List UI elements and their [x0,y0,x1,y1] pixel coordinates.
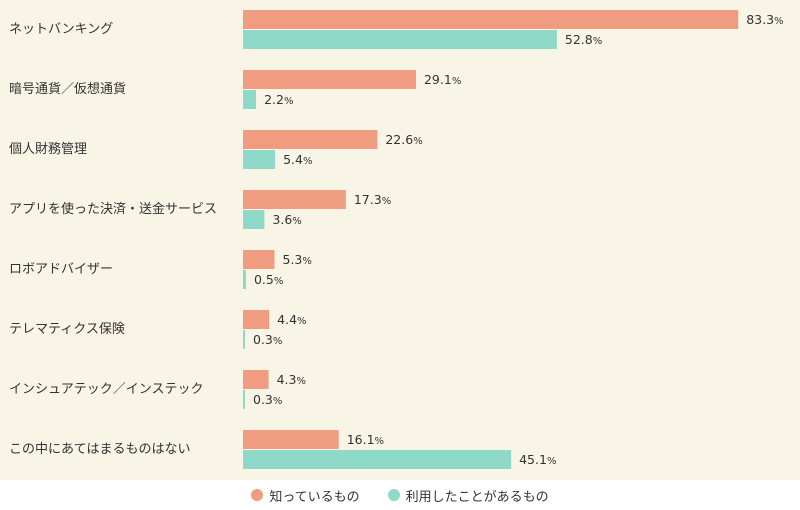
value-label: 4.4% [277,312,306,327]
value-label: 5.3% [283,252,312,267]
bar-known [243,250,275,269]
legend-dot-used [387,489,400,501]
value-label: 16.1% [347,432,384,447]
legend-item-known: 知っているもの [251,486,360,505]
legend-label-known: 知っているもの [269,489,360,505]
bar-known [243,70,416,89]
bar-used [243,450,512,469]
category-label: 個人財務管理 [9,142,87,157]
value-label: 17.3% [354,192,391,207]
bar-used [243,210,265,229]
value-label: 4.3% [277,372,306,387]
category-label: この中にあてはまるものはない [9,442,190,457]
legend-label-used: 利用したことがあるもの [405,489,549,505]
value-label: 3.6% [272,212,301,227]
bar-known [243,310,270,329]
bar-used [243,30,557,49]
category-label: テレマティクス保険 [9,322,125,337]
legend-item-used: 利用したことがあるもの [387,486,549,505]
legend-dot-known [251,489,264,501]
category-label: ロボアドバイザー [9,262,113,277]
bar-known [243,190,346,209]
bar-used [243,150,276,169]
category-label: インシュアテック／インステック [9,382,203,397]
value-label: 2.2% [264,92,293,107]
bar-used [243,330,245,349]
value-label: 83.3% [746,12,783,27]
bar-chart: ネットバンキング 83.3% 52.8% 暗号通貨／仮想通貨 29.1% 2.2% 個人財務… [9,10,784,469]
value-label: 5.4% [283,152,312,167]
bar-known [243,430,339,449]
value-label: 0.5% [254,272,283,287]
category-label: ネットバンキング [9,22,113,37]
bar-used [243,270,246,289]
category-label: アプリを使った決済・送金サービス [9,201,217,217]
value-label: 0.3% [253,332,282,347]
category-label: 暗号通貨／仮想通貨 [9,81,126,97]
value-label: 45.1% [519,452,556,467]
bar-used [243,390,245,409]
value-label: 52.8% [565,32,602,47]
value-label: 22.6% [385,132,422,147]
bar-known [243,10,739,29]
bar-known [243,370,269,389]
bar-known [243,130,378,149]
bar-used [243,90,257,109]
value-label: 29.1% [424,72,461,87]
value-label: 0.3% [253,392,282,407]
legend: 知っているもの 利用したことがあるもの [0,480,800,510]
